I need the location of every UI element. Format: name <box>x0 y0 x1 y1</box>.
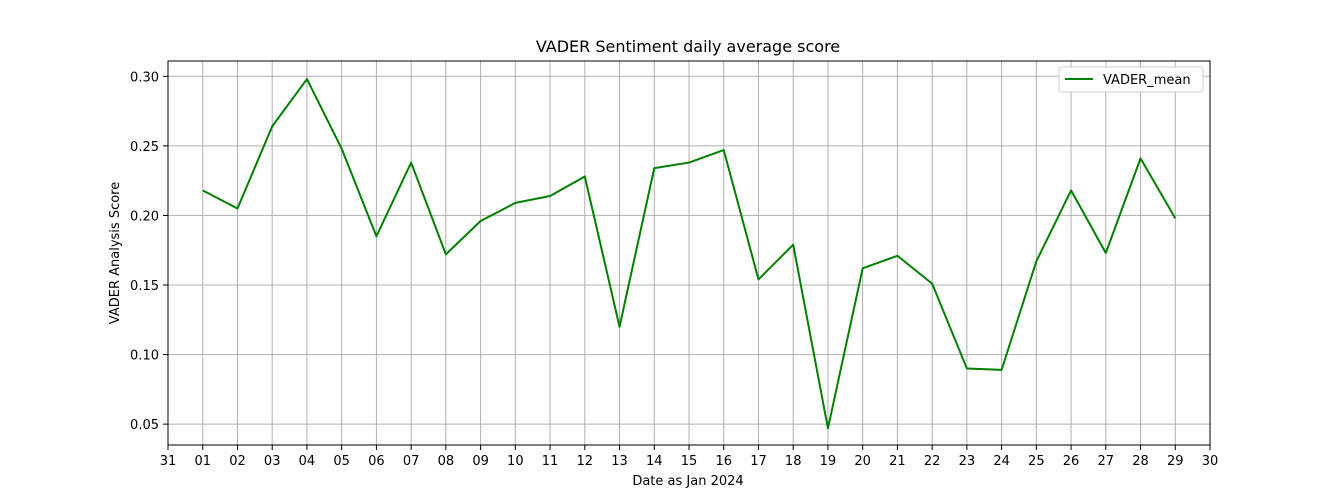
y-tick-label: 0.30 <box>130 70 159 85</box>
x-tick-label: 19 <box>820 454 837 469</box>
x-tick-label: 15 <box>681 454 698 469</box>
series-layer <box>202 78 1177 430</box>
legend: VADER_mean <box>1058 66 1204 93</box>
legend-label-vader-mean: VADER_mean <box>1103 73 1191 88</box>
x-tick-label: 13 <box>611 454 628 469</box>
x-tick-label: 08 <box>438 454 455 469</box>
x-tick-label: 30 <box>1202 454 1219 469</box>
x-tick-label: 16 <box>715 454 732 469</box>
x-tick-label: 09 <box>472 454 489 469</box>
x-tick-label: 23 <box>959 454 976 469</box>
x-tick-label: 21 <box>889 454 906 469</box>
x-tick-label: 14 <box>646 454 663 469</box>
x-tick-label: 06 <box>368 454 385 469</box>
x-tick-label: 05 <box>333 454 350 469</box>
x-tick-label: 04 <box>299 454 316 469</box>
x-tick-label: 11 <box>542 454 559 469</box>
x-tick-label: 20 <box>854 454 871 469</box>
y-tick-label: 0.10 <box>130 349 159 364</box>
y-tick-label: 0.05 <box>130 418 159 433</box>
chart-title: VADER Sentiment daily average score <box>536 37 840 56</box>
x-tick-label: 28 <box>1132 454 1149 469</box>
series-line-vader-mean <box>202 78 1177 430</box>
x-tick-label: 17 <box>750 454 767 469</box>
x-tick-label: 10 <box>507 454 524 469</box>
y-tick-label: 0.20 <box>130 209 159 224</box>
x-tick-label: 12 <box>577 454 594 469</box>
y-axis-label: VADER Analysis Score <box>108 182 123 324</box>
x-tick-label: 02 <box>229 454 246 469</box>
x-tick-label: 03 <box>264 454 281 469</box>
x-tick-label: 29 <box>1167 454 1184 469</box>
x-axis-label: Date as Jan 2024 <box>632 474 743 489</box>
legend-box <box>1058 66 1204 93</box>
x-tick-label: 26 <box>1063 454 1080 469</box>
y-tick-label: 0.25 <box>130 140 159 155</box>
ticks: 31 01 02 03 04 05 06 07 08 09 10 11 12 13 14 15 16 17 18 19… <box>130 70 1218 469</box>
x-tick-label: 07 <box>403 454 420 469</box>
x-tick-label: 27 <box>1098 454 1115 469</box>
x-tick-label: 22 <box>924 454 941 469</box>
x-tick-label: 24 <box>993 454 1010 469</box>
grid-lines <box>167 61 1211 445</box>
x-tick-label: 01 <box>194 454 211 469</box>
x-tick-label: 31 <box>160 454 177 469</box>
x-tick-label: 18 <box>785 454 802 469</box>
x-tick-label: 25 <box>1028 454 1045 469</box>
y-tick-label: 0.15 <box>130 279 159 294</box>
